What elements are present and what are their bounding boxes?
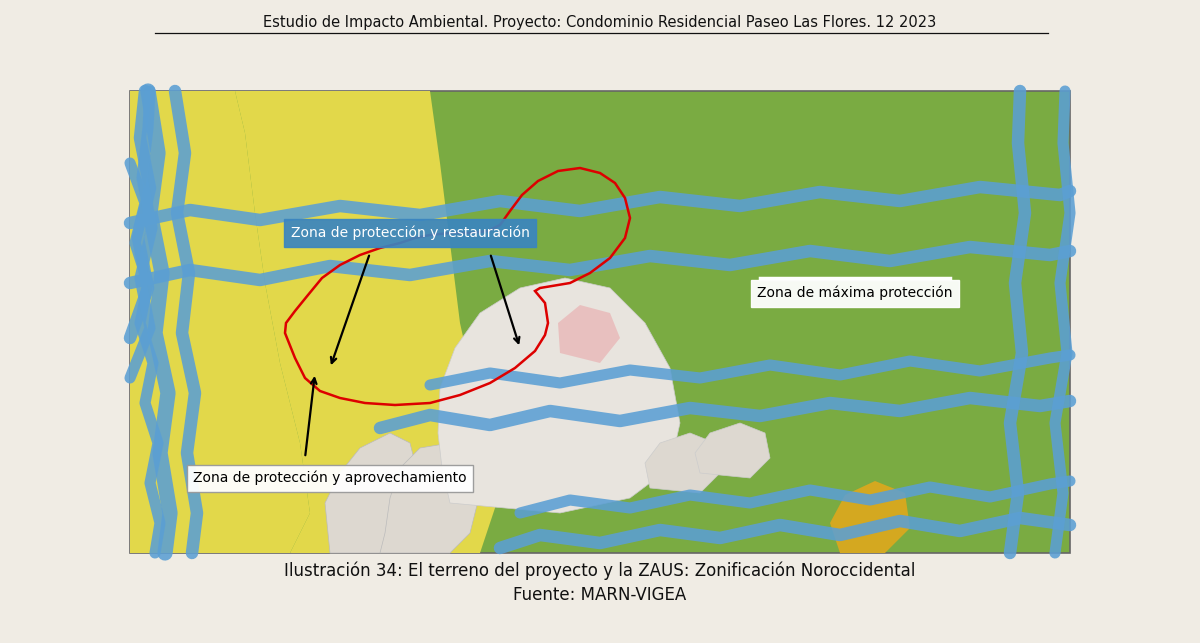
Bar bbox=[130, 91, 1070, 553]
Polygon shape bbox=[695, 423, 770, 478]
Polygon shape bbox=[646, 433, 720, 493]
Polygon shape bbox=[235, 91, 500, 553]
Polygon shape bbox=[558, 305, 620, 363]
Polygon shape bbox=[325, 433, 420, 553]
Polygon shape bbox=[438, 278, 680, 513]
Text: Zona de protección y aprovechamiento: Zona de protección y aprovechamiento bbox=[193, 471, 467, 485]
Polygon shape bbox=[380, 443, 480, 553]
Polygon shape bbox=[130, 91, 310, 553]
Text: Zona de máxima protección: Zona de máxima protección bbox=[757, 285, 953, 300]
Text: Zona de protección y restauración: Zona de protección y restauración bbox=[290, 226, 529, 240]
Text: Estudio de Impacto Ambiental. Proyecto: Condominio Residencial Paseo Las Flores.: Estudio de Impacto Ambiental. Proyecto: … bbox=[263, 15, 937, 30]
Text: Fuente: MARN-VIGEA: Fuente: MARN-VIGEA bbox=[514, 586, 686, 604]
Polygon shape bbox=[830, 481, 910, 553]
Text: Ilustración 34: El terreno del proyecto y la ZAUS: Zonificación Noroccidental: Ilustración 34: El terreno del proyecto … bbox=[284, 561, 916, 579]
